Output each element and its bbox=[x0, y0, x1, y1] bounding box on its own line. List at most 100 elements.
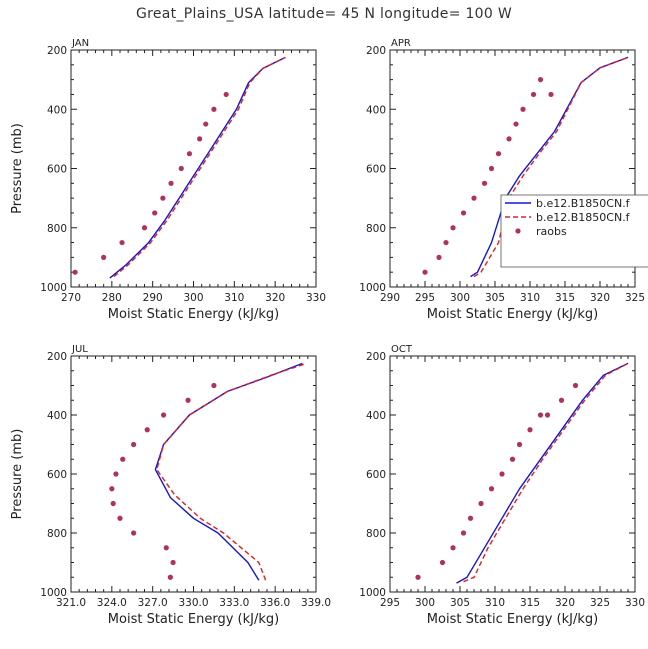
x-tick-label: 300 bbox=[450, 292, 470, 304]
raobs-point bbox=[120, 456, 126, 462]
raobs-point bbox=[131, 530, 137, 536]
y-tick-label: 1000 bbox=[40, 587, 67, 599]
raobs-point bbox=[516, 441, 523, 448]
raobs-point bbox=[160, 412, 167, 418]
raobs-point bbox=[415, 574, 421, 580]
raobs-point bbox=[527, 427, 533, 433]
model2-series-line bbox=[156, 362, 307, 581]
y-tick-label: 1000 bbox=[359, 587, 386, 599]
raobs-point bbox=[167, 574, 173, 580]
panel-label: APR bbox=[391, 38, 411, 49]
raobs-point bbox=[506, 136, 512, 142]
model2-series-line bbox=[473, 56, 629, 278]
raobs-point bbox=[436, 254, 442, 260]
x-tick-label: 320 bbox=[265, 292, 285, 304]
raobs-point bbox=[481, 180, 488, 186]
raobs-point bbox=[211, 106, 217, 112]
x-tick-label: 324.0 bbox=[97, 597, 127, 609]
legend-entry-label: raobs bbox=[536, 225, 567, 238]
y-tick-label: 600 bbox=[47, 164, 67, 176]
raobs-point bbox=[203, 121, 209, 127]
raobs-point bbox=[185, 397, 191, 403]
panel-label: OCT bbox=[391, 344, 413, 355]
x-tick-label: 310 bbox=[520, 292, 540, 304]
model2-series-line bbox=[463, 362, 629, 583]
raobs-point bbox=[109, 486, 115, 492]
raobs-point bbox=[471, 195, 477, 201]
x-tick-label: 315 bbox=[555, 292, 575, 304]
panel-label: JAN bbox=[71, 38, 89, 49]
x-tick-label: 310 bbox=[224, 292, 244, 304]
plot-frame bbox=[389, 355, 636, 593]
x-tick-label: 270 bbox=[61, 292, 81, 304]
raobs-point bbox=[460, 210, 467, 216]
x-tick-label: 280 bbox=[102, 292, 122, 304]
raobs-point bbox=[450, 225, 456, 231]
raobs-point bbox=[537, 77, 544, 83]
raobs-point bbox=[117, 515, 123, 521]
raobs-point bbox=[548, 91, 554, 98]
x-tick-label: 330 bbox=[306, 292, 326, 304]
y-axis-label: Pressure (mb) bbox=[10, 123, 25, 214]
y-tick-label: 200 bbox=[47, 351, 67, 363]
figure-title: Great_Plains_USA latitude= 45 N longitud… bbox=[135, 6, 512, 22]
y-tick-label: 800 bbox=[47, 528, 67, 540]
raobs-point bbox=[211, 382, 217, 389]
raobs-point bbox=[110, 500, 116, 507]
legend-box bbox=[500, 194, 648, 268]
raobs-point bbox=[119, 239, 125, 246]
raobs-point bbox=[499, 471, 505, 477]
raobs-point bbox=[113, 471, 119, 477]
raobs-point bbox=[186, 151, 193, 157]
raobs-point bbox=[488, 486, 495, 492]
raobs-point bbox=[160, 195, 166, 201]
x-tick-label: 339.0 bbox=[301, 597, 331, 609]
y-tick-label: 200 bbox=[47, 45, 67, 57]
raobs-point bbox=[460, 530, 467, 536]
y-tick-label: 400 bbox=[47, 410, 67, 422]
x-tick-label: 315 bbox=[520, 597, 540, 609]
raobs-point bbox=[144, 427, 150, 433]
panel-jan: JAN 270 280 290 300 310 320 330 200 400 600 800 1000… bbox=[10, 38, 326, 322]
raobs-point bbox=[537, 412, 544, 418]
x-tick-label: 327.0 bbox=[138, 597, 168, 609]
y-tick-label: 800 bbox=[47, 223, 67, 235]
raobs-point bbox=[101, 254, 107, 260]
y-tick-label: 200 bbox=[366, 351, 386, 363]
y-tick-label: 600 bbox=[366, 469, 386, 481]
plot-frame bbox=[70, 355, 317, 593]
y-tick-label: 200 bbox=[366, 45, 386, 57]
x-tick-label: 305 bbox=[485, 292, 505, 304]
raobs-point bbox=[513, 121, 519, 127]
raobs-point bbox=[197, 136, 203, 142]
model1-series-line bbox=[470, 56, 629, 278]
panel-apr: APR 290 295 300 305 310 315 320 325 200 400 600 800 1… bbox=[359, 38, 645, 322]
x-tick-label: 333.0 bbox=[219, 597, 249, 609]
raobs-point bbox=[170, 559, 176, 566]
x-axis-label: Moist Static Energy (kJ/kg) bbox=[108, 612, 279, 627]
model1-series-line bbox=[456, 362, 629, 584]
model1-series-line bbox=[154, 362, 303, 581]
raobs-point bbox=[443, 239, 449, 246]
raobs-point bbox=[422, 269, 428, 275]
plot-frame bbox=[70, 49, 317, 288]
y-tick-label: 800 bbox=[366, 528, 386, 540]
raobs-point bbox=[478, 500, 484, 507]
x-tick-label: 295 bbox=[415, 292, 435, 304]
x-tick-label: 330 bbox=[625, 597, 645, 609]
raobs-point bbox=[72, 269, 78, 275]
x-tick-label: 310 bbox=[485, 597, 505, 609]
x-tick-label: 330.0 bbox=[178, 597, 208, 609]
raobs-point bbox=[439, 559, 446, 566]
raobs-point bbox=[168, 180, 174, 186]
x-axis-label: Moist Static Energy (kJ/kg) bbox=[427, 612, 598, 627]
raobs-point bbox=[467, 515, 474, 521]
raobs-point bbox=[141, 225, 148, 231]
raobs-point bbox=[488, 165, 495, 172]
y-tick-label: 1000 bbox=[359, 282, 386, 294]
x-tick-label: 300 bbox=[183, 292, 203, 304]
y-tick-label: 600 bbox=[47, 469, 67, 481]
y-tick-label: 1000 bbox=[40, 282, 67, 294]
